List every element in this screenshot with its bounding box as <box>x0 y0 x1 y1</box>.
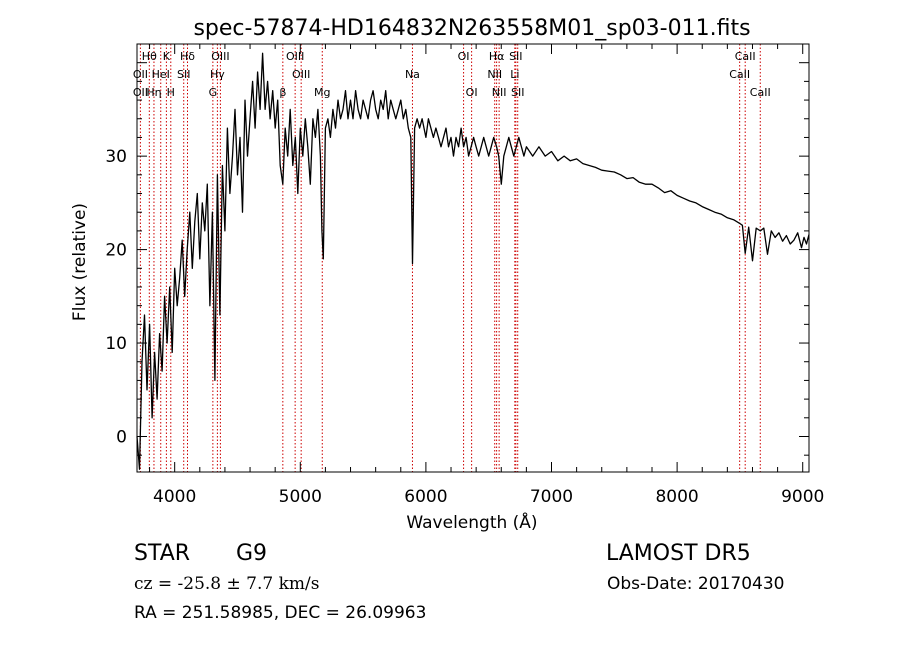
line-label: OI <box>466 86 478 99</box>
object-class: STAR <box>134 541 191 566</box>
survey-name: LAMOST DR5 <box>606 541 751 566</box>
line-label: β <box>279 86 286 99</box>
x-tick-label: 4000 <box>153 487 196 507</box>
line-label: G <box>209 86 218 99</box>
line-label: CaII <box>735 50 756 63</box>
line-label: OIII <box>286 50 304 63</box>
y-tick-label: 30 <box>105 147 127 167</box>
y-tick-label: 20 <box>105 241 127 261</box>
observation-date: Obs-Date: 20170430 <box>607 574 785 594</box>
line-label: SII <box>509 50 522 63</box>
line-label: Na <box>405 68 420 81</box>
line-label: Hγ <box>210 68 225 81</box>
redshift-velocity: cz = -25.8 ± 7.7 km/s <box>134 574 320 594</box>
spectral-line-labels: Hθ K Hδ OIII OIII OI Hα SII CaII OII HeI SII Hγ OIII N… <box>133 50 771 99</box>
line-label: OII <box>133 68 148 81</box>
object-subclass: G9 <box>236 541 268 566</box>
line-label: Hη <box>146 86 161 99</box>
x-tick-label: 7000 <box>530 487 573 507</box>
line-label: HeI <box>152 68 170 81</box>
line-label: CaII <box>729 68 750 81</box>
line-label: K <box>163 50 171 63</box>
line-label: Mg <box>314 86 330 99</box>
line-label: Hα <box>489 50 505 63</box>
x-tick-label: 6000 <box>404 487 447 507</box>
x-tick-label: 8000 <box>655 487 698 507</box>
plot-frame <box>136 43 810 473</box>
line-label: CaII <box>750 86 771 99</box>
y-axis-label: Flux (relative) <box>70 203 90 321</box>
chart-title: spec-57874-HD164832N263558M01_sp03-011.f… <box>193 16 750 41</box>
x-axis-label: Wavelength (Å) <box>406 511 537 533</box>
y-tick-label: 0 <box>116 427 127 447</box>
line-label: Hθ <box>142 50 157 63</box>
line-label: Hδ <box>180 50 195 63</box>
y-tick-label: 10 <box>105 334 127 354</box>
line-label: NII <box>492 86 507 99</box>
line-label: SII <box>177 68 190 81</box>
x-axis-ticks: 4000 5000 6000 7000 8000 9000 <box>149 44 824 507</box>
sky-coordinates: RA = 251.58985, DEC = 26.09963 <box>134 603 427 623</box>
line-label: H <box>167 86 175 99</box>
spectral-line-markers <box>139 44 761 472</box>
y-axis-ticks: 0 10 20 30 <box>105 62 809 456</box>
line-label: OIII <box>292 68 310 81</box>
line-label: Li <box>510 68 519 81</box>
x-tick-label: 9000 <box>781 487 824 507</box>
line-label: OIII <box>211 50 229 63</box>
line-label: NII <box>487 68 502 81</box>
x-tick-label: 5000 <box>279 487 322 507</box>
spectrum-line <box>136 52 810 470</box>
line-label: SII <box>511 86 524 99</box>
line-label: OI <box>458 50 470 63</box>
